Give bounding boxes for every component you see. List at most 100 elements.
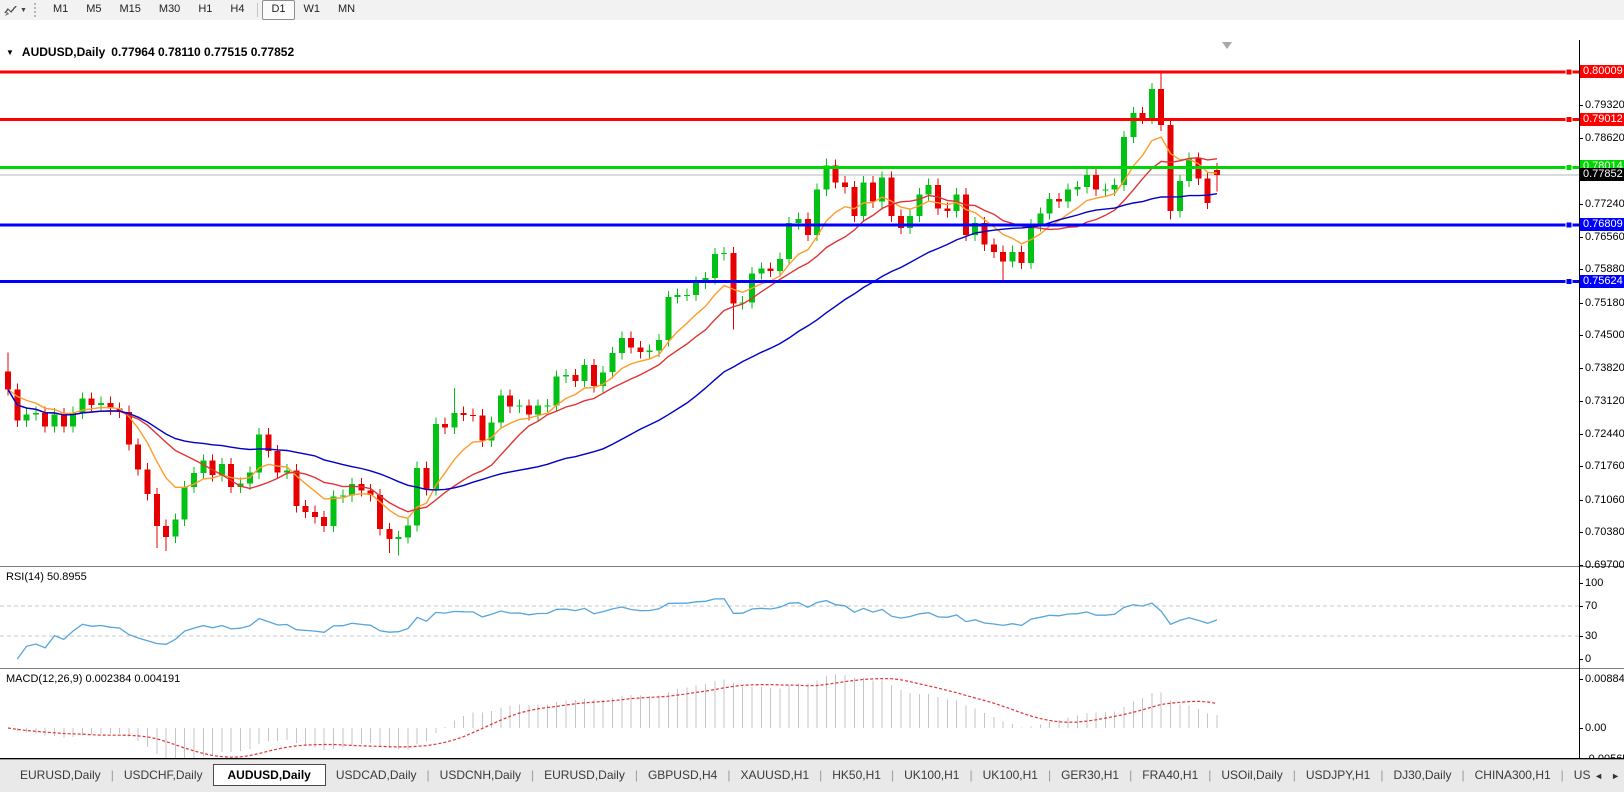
tab-fra40-h1[interactable]: FRA40,H1 [1142, 768, 1199, 782]
price-badge-0.80009: 0.80009 [1580, 65, 1624, 78]
moving-average-34 [7, 193, 1218, 491]
rsi-axis-label: 0 [1585, 653, 1592, 665]
timeframe-button-mn[interactable]: MN [338, 3, 356, 15]
price-axis-label: 0.72440 [1585, 428, 1624, 440]
macd-axis-label: 0.00 [1585, 722, 1607, 734]
rsi-axis-label: 100 [1585, 577, 1604, 589]
macd-canvas[interactable] [0, 670, 1624, 758]
moving-average-13 [7, 156, 1218, 513]
pane-separator-macd[interactable] [0, 668, 1624, 670]
tab-eurusd-daily[interactable]: EURUSD,Daily [20, 768, 101, 782]
tab-separator: | [1461, 768, 1465, 782]
price-axis-label-dash [1579, 269, 1583, 270]
tab-separator: | [1047, 768, 1052, 782]
tab-usoil-daily[interactable]: USOil,Daily [1221, 768, 1283, 782]
tab-gbpusd-h4[interactable]: GBPUSD,H4 [647, 768, 718, 782]
tab-dj30-daily[interactable]: DJ30,Daily [1393, 768, 1452, 782]
tab-separator: | [426, 768, 430, 782]
timeframe-button-w1[interactable]: W1 [303, 3, 321, 15]
tab-usdcad-daily[interactable]: USDCAD,Daily [335, 768, 417, 782]
timeframe-button-h1[interactable]: H1 [198, 3, 213, 15]
tab-separator: | [1380, 768, 1384, 782]
price-axis-label-dash [1579, 368, 1583, 369]
price-badge-0.79012: 0.79012 [1580, 113, 1624, 126]
tab-eurusd-daily[interactable]: EURUSD,Daily [544, 768, 625, 782]
timeframe-button-m5[interactable]: M5 [86, 3, 102, 15]
chart-title: ▼ AUDUSD,Daily 0.77964 0.78110 0.77515 0… [6, 45, 294, 59]
tab-scroll-right-icon[interactable]: ► [1611, 771, 1620, 781]
tab-uk100-h1[interactable]: UK100,H1 [904, 768, 960, 782]
price-axis-label-dash [1579, 303, 1583, 304]
chart-cursor-icon [4, 5, 17, 16]
rsi-canvas[interactable] [0, 568, 1624, 669]
tab-hk50-h1[interactable]: HK50,H1 [832, 768, 881, 782]
price-axis-label-dash [1579, 401, 1583, 402]
rsi-axis-label-dash [1579, 583, 1583, 584]
macd-axis-label-dash [1579, 728, 1583, 729]
tab-china300-h1[interactable]: CHINA300,H1 [1474, 768, 1551, 782]
rsi-axis-label-dash [1579, 636, 1583, 637]
price-axis-label: 0.75180 [1585, 297, 1624, 309]
tab-audusd-daily[interactable]: AUDUSD,Daily [212, 764, 326, 786]
tab-separator: | [1292, 768, 1296, 782]
timeframe-button-h4[interactable]: H4 [230, 3, 245, 15]
tab-separator: | [727, 768, 731, 782]
tab-separator: | [531, 768, 535, 782]
price-axis-label-dash [1579, 500, 1583, 501]
current-price-badge: 0.77852 [1580, 168, 1624, 181]
price-axis-label-dash [1579, 434, 1583, 435]
timeframe-button-m15[interactable]: M15 [119, 3, 141, 15]
price-axis-label-dash [1579, 565, 1583, 566]
rsi-label: RSI(14) 50.8955 [6, 571, 87, 583]
tab-usdcnh-daily[interactable]: USDCNH,Daily [439, 768, 522, 782]
tab-separator: | [1208, 768, 1212, 782]
price-axis-label: 0.73820 [1585, 362, 1624, 374]
moving-average-8 [7, 136, 1218, 519]
timeframe-button-m1[interactable]: M1 [52, 3, 69, 15]
time-axis-line [0, 758, 1624, 759]
timeframe-button-d1[interactable]: D1 [262, 0, 295, 20]
chart-symbol-label: AUDUSD,Daily [21, 45, 106, 59]
price-axis-label: 0.69700 [1585, 559, 1624, 571]
symbol-tab-bar: EURUSD,Daily | USDCHF,Daily AUDUSD,Daily USD… [0, 759, 1624, 792]
price-axis-label-dash [1579, 335, 1583, 336]
tab-scroll-buttons: ◄ ► [1590, 764, 1624, 788]
tab-uk100-h1[interactable]: UK100,H1 [982, 768, 1038, 782]
cursor-tool-button[interactable]: ▼ [0, 1, 31, 19]
price-axis-label-dash [1579, 532, 1583, 533]
timeframe-button-m30[interactable]: M30 [158, 3, 181, 15]
dropdown-arrow-icon: ▼ [20, 6, 27, 14]
macd-axis-label: 0.00884 [1585, 673, 1624, 685]
tab-xauusd-h1[interactable]: XAUUSD,H1 [740, 768, 810, 782]
price-badge-0.75624: 0.75624 [1580, 275, 1624, 288]
macd-signal-line [7, 677, 1218, 758]
tab-scroll-left-icon[interactable]: ◄ [1594, 771, 1604, 781]
price-badge-0.76809: 0.76809 [1580, 218, 1624, 231]
symbol-tabs: EURUSD,Daily | USDCHF,Daily AUDUSD,Daily USD… [10, 764, 1618, 786]
price-axis-label: 0.79320 [1585, 99, 1624, 111]
chart-area: ▼ AUDUSD,Daily 0.77964 0.78110 0.77515 0… [0, 20, 1624, 774]
toolbar-grip[interactable] [33, 3, 41, 17]
main-chart-canvas[interactable] [0, 40, 1624, 567]
tab-usdchf-daily[interactable]: USDCHF,Daily [123, 768, 203, 782]
price-axis-label-dash [1579, 105, 1583, 106]
tab-separator: | [634, 768, 638, 782]
pane-separator-rsi[interactable] [0, 566, 1624, 568]
chart-shift-marker-icon [1222, 42, 1232, 49]
tab-separator: | [1560, 768, 1564, 782]
tab-separator: | [969, 768, 973, 782]
toolbar-separator [257, 3, 259, 17]
tab-ger30-h1[interactable]: GER30,H1 [1061, 768, 1120, 782]
tab-usdjpy-h1[interactable]: USDJPY,H1 [1305, 768, 1371, 782]
tab-separator: | [1129, 768, 1133, 782]
price-axis-label: 0.77240 [1585, 198, 1624, 210]
rsi-axis-label-dash [1579, 606, 1583, 607]
price-axis-label: 0.78620 [1585, 132, 1624, 144]
price-axis-label: 0.73120 [1585, 395, 1624, 407]
price-axis-label-dash [1579, 138, 1583, 139]
price-axis-label: 0.71060 [1585, 494, 1624, 506]
price-axis-label: 0.71760 [1585, 460, 1624, 472]
collapse-triangle-icon[interactable]: ▼ [6, 47, 14, 57]
tab-separator: | [890, 768, 895, 782]
